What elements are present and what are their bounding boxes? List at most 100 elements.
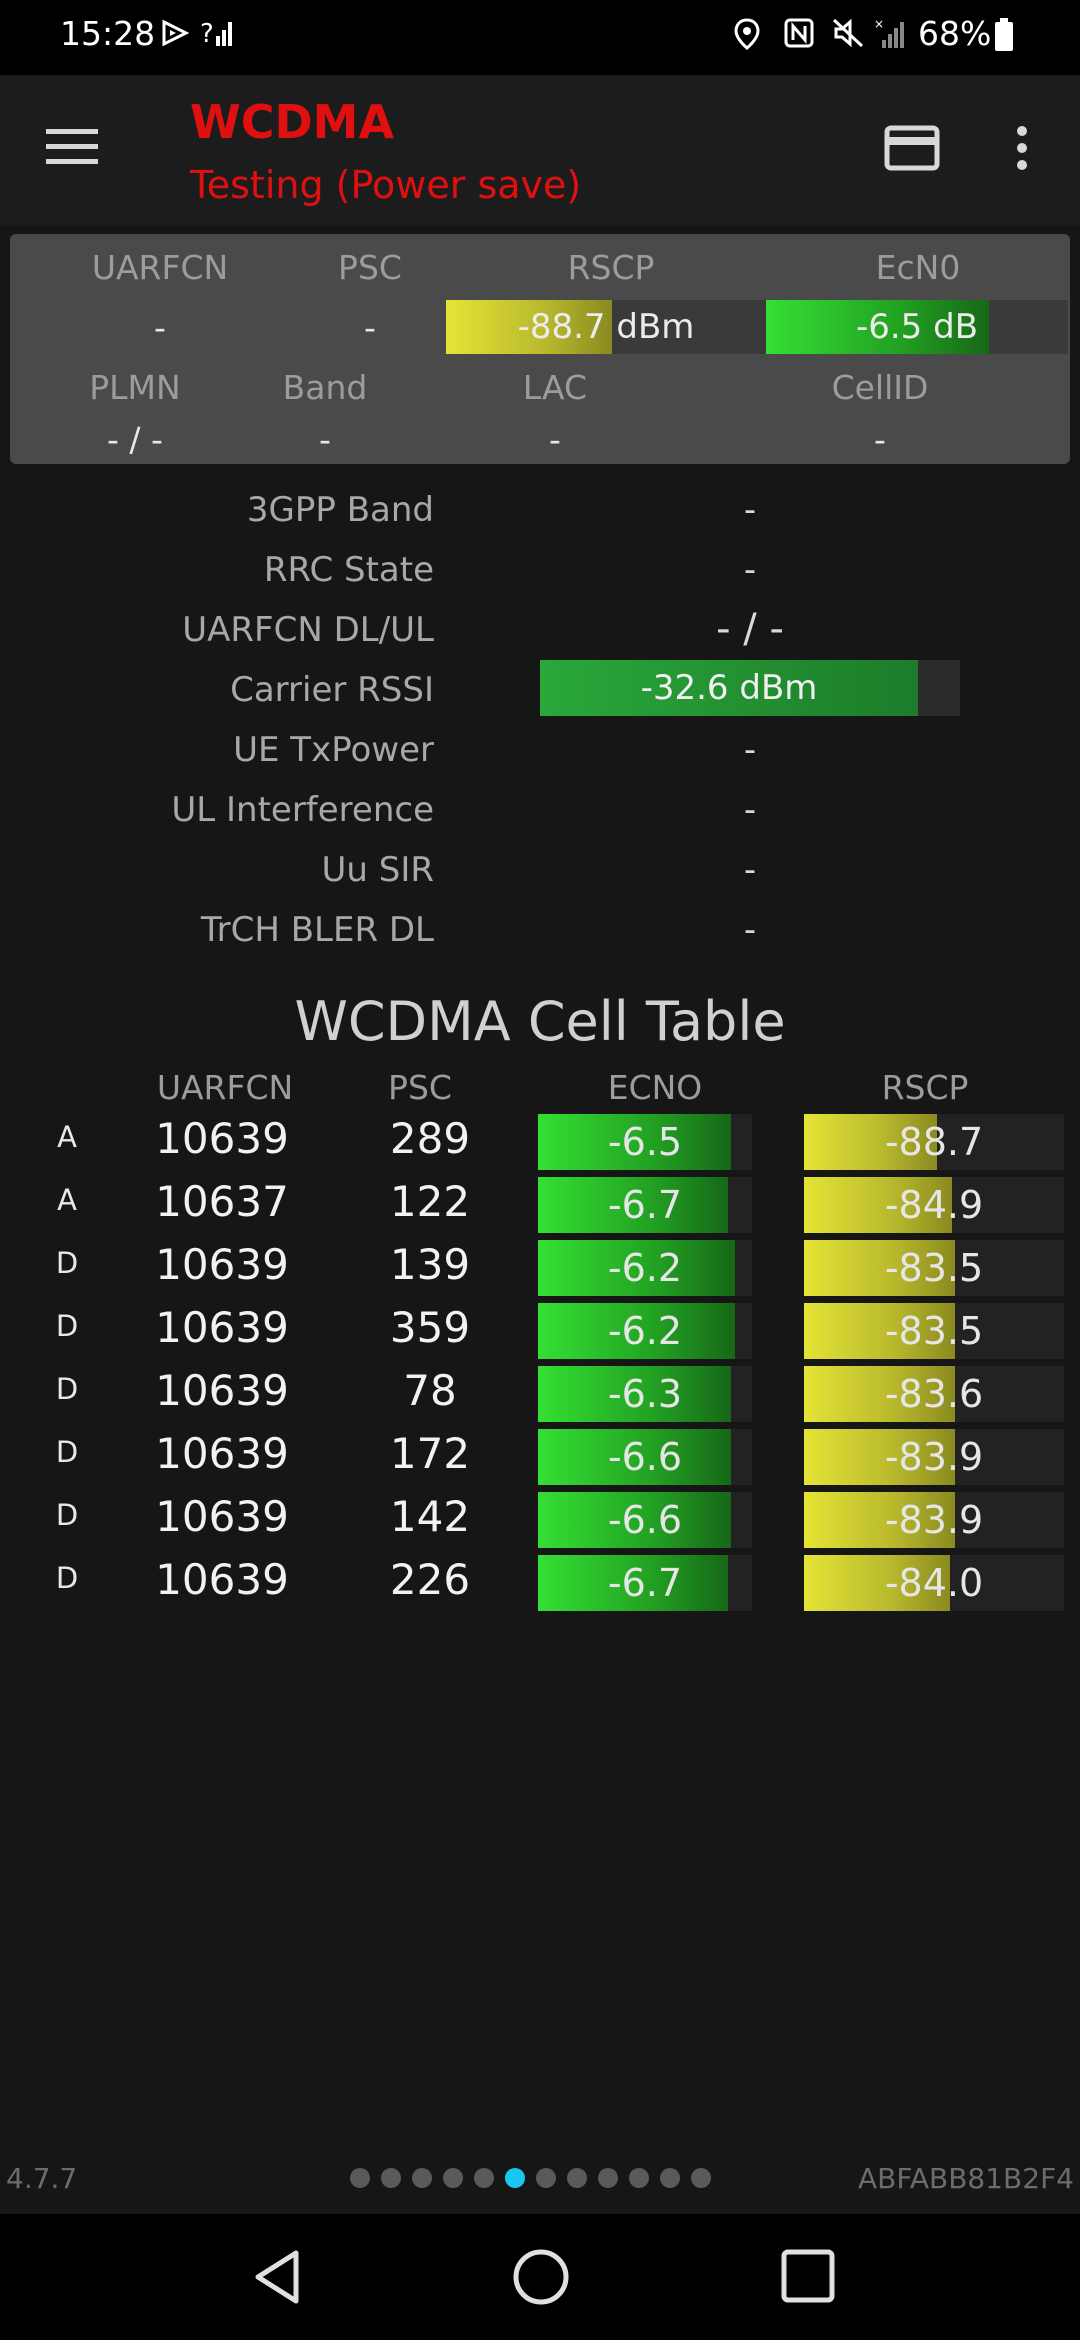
ecn0-meter-value: -6.5 dB <box>855 307 979 347</box>
cell-rscp-value: -84.0 <box>884 1561 984 1605</box>
cell-uarfcn: 10639 <box>155 1366 289 1415</box>
cell-psc: 142 <box>389 1492 471 1541</box>
label-trch-bler-dl: TrCH BLER DL <box>200 910 434 950</box>
page-dot[interactable] <box>505 2168 525 2188</box>
cell-type: D <box>55 1435 79 1469</box>
label-3gpp-band: 3GPP Band <box>246 490 434 530</box>
header-band: Band <box>282 368 368 407</box>
page-dot[interactable] <box>350 2168 370 2188</box>
status-time: 15:28 <box>60 14 156 53</box>
cell-ecno-bar: -6.7 <box>538 1555 752 1611</box>
table-header-rscp: RSCP <box>881 1068 969 1107</box>
label-ul-interference: UL Interference <box>171 790 434 830</box>
cell-ecno-bar: -6.5 <box>538 1114 752 1170</box>
app-bar: WCDMA Testing (Power save) <box>0 75 1080 225</box>
cell-ecno-value: -6.2 <box>607 1246 683 1290</box>
cell-rscp-bar: -83.9 <box>804 1492 1064 1548</box>
page-dot[interactable] <box>660 2168 680 2188</box>
app-version: 4.7.7 <box>6 2162 78 2195</box>
page-dot[interactable] <box>536 2168 556 2188</box>
menu-icon[interactable] <box>46 127 98 167</box>
cast-icon <box>162 19 190 47</box>
table-row: D 10639 139 -6.2 -83.5 <box>0 1240 1080 1303</box>
page-dot[interactable] <box>443 2168 463 2188</box>
value-3gpp-band: - <box>743 490 757 530</box>
page-dot[interactable] <box>412 2168 432 2188</box>
cell-uarfcn: 10639 <box>155 1555 289 1604</box>
table-row: D 10639 226 -6.7 -84.0 <box>0 1555 1080 1618</box>
rscp-meter: -88.7 dBm <box>446 300 766 354</box>
cell-psc: 78 <box>403 1366 457 1415</box>
rscp-meter-value: -88.7 dBm <box>517 307 695 347</box>
mute-icon <box>832 18 864 48</box>
cell-ecno-value: -6.6 <box>607 1435 683 1479</box>
more-vert-icon[interactable] <box>1012 123 1032 173</box>
cell-rscp-value: -88.7 <box>884 1120 984 1164</box>
cell-uarfcn: 10637 <box>155 1177 289 1226</box>
cell-rscp-value: -83.9 <box>884 1498 984 1542</box>
cell-rscp-bar: -84.9 <box>804 1177 1064 1233</box>
cell-ecno-value: -6.7 <box>607 1183 683 1227</box>
cell-rscp-bar: -83.5 <box>804 1303 1064 1359</box>
page-dot[interactable] <box>598 2168 618 2188</box>
cell-rscp-fill <box>804 1303 955 1359</box>
cell-ecno-bar: -6.3 <box>538 1366 752 1422</box>
page-dot[interactable] <box>567 2168 587 2188</box>
cell-ecno-bar: -6.6 <box>538 1429 752 1485</box>
cell-psc: 139 <box>389 1240 471 1289</box>
header-lac: LAC <box>522 368 588 407</box>
carrier-rssi-fill <box>540 660 918 716</box>
home-icon[interactable] <box>512 2248 570 2306</box>
rscp-meter-fill <box>446 300 613 354</box>
app-title: WCDMA <box>190 95 395 149</box>
table-row: D 10639 142 -6.6 -83.9 <box>0 1492 1080 1555</box>
value-ue-txpower: - <box>743 730 757 770</box>
cell-ecno-value: -6.7 <box>607 1561 683 1605</box>
location-icon <box>734 18 760 50</box>
value-uu-sir: - <box>743 850 757 890</box>
cell-rscp-value: -83.9 <box>884 1435 984 1479</box>
cell-table-title: WCDMA Cell Table <box>294 990 786 1053</box>
cell-ecno-fill <box>538 1240 735 1296</box>
header-psc: PSC <box>338 248 402 287</box>
summary-panel: UARFCN PSC RSCP EcN0 - - -88.7 dBm -6.5 … <box>10 234 1070 464</box>
cell-rscp-bar: -83.6 <box>804 1366 1064 1422</box>
svg-text:×: × <box>874 18 884 31</box>
header-uarfcn: UARFCN <box>91 248 229 287</box>
cell-rscp-fill <box>804 1366 955 1422</box>
cell-rscp-bar: -83.9 <box>804 1429 1064 1485</box>
ecn0-meter: -6.5 dB <box>766 300 1068 354</box>
recents-icon[interactable] <box>780 2248 836 2304</box>
cell-uarfcn: 10639 <box>155 1303 289 1352</box>
cell-ecno-fill <box>538 1114 731 1170</box>
carrier-rssi-meter: -32.6 dBm <box>540 660 960 716</box>
table-row: D 10639 172 -6.6 -83.9 <box>0 1429 1080 1492</box>
cell-ecno-bar: -6.6 <box>538 1492 752 1548</box>
battery-percent: 68% <box>918 14 992 53</box>
cell-rscp-value: -83.5 <box>884 1246 984 1290</box>
cell-type: D <box>55 1498 79 1532</box>
page-dot[interactable] <box>381 2168 401 2188</box>
card-icon[interactable] <box>884 125 940 171</box>
cell-ecno-fill <box>538 1366 731 1422</box>
label-rrc-state: RRC State <box>263 550 434 590</box>
cell-ecno-value: -6.2 <box>607 1309 683 1353</box>
page-dot[interactable] <box>691 2168 711 2188</box>
value-cellid: - <box>874 420 886 459</box>
page-dot[interactable] <box>474 2168 494 2188</box>
header-plmn: PLMN <box>89 368 181 407</box>
table-row: A 10637 122 -6.7 -84.9 <box>0 1177 1080 1240</box>
cell-rscp-value: -83.5 <box>884 1309 984 1353</box>
app-subtitle: Testing (Power save) <box>190 163 582 207</box>
cell-rscp-fill <box>804 1555 950 1611</box>
label-ue-txpower: UE TxPower <box>233 730 434 770</box>
cell-uarfcn: 10639 <box>155 1240 289 1289</box>
value-trch-bler-dl: - <box>743 910 757 950</box>
cell-psc: 359 <box>389 1303 471 1352</box>
back-icon[interactable] <box>250 2248 306 2306</box>
value-uarfcn-dlul: - / - <box>716 606 784 652</box>
cell-uarfcn: 10639 <box>155 1114 289 1163</box>
page-dot[interactable] <box>629 2168 649 2188</box>
table-row: D 10639 78 -6.3 -83.6 <box>0 1366 1080 1429</box>
cell-rscp-bar: -83.5 <box>804 1240 1064 1296</box>
